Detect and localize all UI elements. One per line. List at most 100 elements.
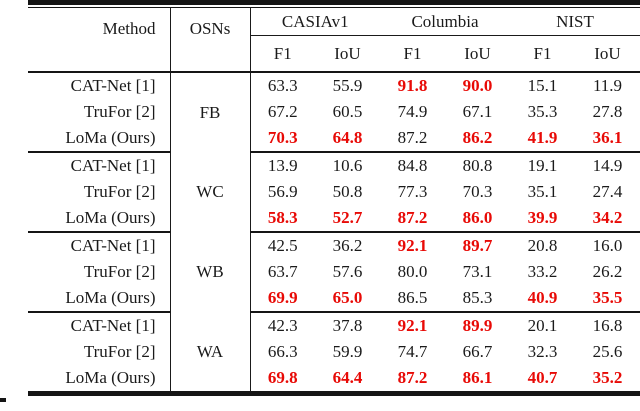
metric-value-best: 92.1 bbox=[397, 236, 428, 255]
metric-value: 35.1 bbox=[527, 182, 558, 201]
table-row: CAT-Net [1] FB 63.3 55.9 91.8 90.0 15.1 11.9 bbox=[28, 72, 640, 152]
metric-value-best: 86.2 bbox=[445, 125, 510, 153]
metric-value: 67.1 bbox=[462, 102, 493, 121]
metric-value: 63.3 bbox=[267, 76, 298, 95]
metric-value-best: 87.2 bbox=[380, 205, 445, 233]
col-header-method: Method bbox=[28, 7, 171, 73]
osn-block-wa: CAT-Net [1] WA 42.3 37.8 92.1 89.9 20.1 16.8 Tru… bbox=[28, 312, 640, 395]
col-header-iou-columbia: IoU bbox=[445, 35, 510, 73]
col-header-casiav1: CASIAv1 bbox=[250, 7, 380, 36]
metric-value-best: 52.7 bbox=[315, 205, 380, 233]
metric-value: 67.2 bbox=[267, 102, 298, 121]
method-cell: CAT-Net [1] bbox=[28, 152, 171, 179]
metric-value: 56.9 bbox=[267, 182, 298, 201]
col-header-columbia: Columbia bbox=[380, 7, 510, 36]
metric-value: 10.6 bbox=[332, 156, 363, 175]
col-header-iou-casiav1: IoU bbox=[315, 35, 380, 73]
metric-value-best: 36.1 bbox=[575, 125, 640, 153]
method-cell: TruFor [2] bbox=[28, 339, 171, 365]
metric-value: 14.9 bbox=[592, 156, 623, 175]
metric-value: 80.8 bbox=[462, 156, 493, 175]
metric-value: 59.9 bbox=[332, 342, 363, 361]
metric-value: 15.1 bbox=[527, 76, 558, 95]
osn-cell: WB bbox=[170, 232, 251, 312]
metric-value-best: 69.9 bbox=[250, 285, 315, 313]
osn-cell: WC bbox=[170, 152, 251, 232]
metric-value: 27.4 bbox=[592, 182, 623, 201]
cropped-caption-artifact bbox=[0, 398, 6, 402]
metric-value: 20.1 bbox=[527, 316, 558, 335]
col-header-f1-nist: F1 bbox=[510, 35, 575, 73]
metric-value: 74.9 bbox=[397, 102, 428, 121]
col-header-osns: OSNs bbox=[170, 7, 251, 73]
metric-value: 27.8 bbox=[592, 102, 623, 121]
method-cell: CAT-Net [1] bbox=[28, 232, 171, 259]
metric-value-best: 64.8 bbox=[315, 125, 380, 153]
metric-value-best: 35.2 bbox=[575, 365, 640, 395]
table-row: CAT-Net [1] WC 13.9 10.6 84.8 80.8 19.1 14.9 bbox=[28, 152, 640, 232]
osn-block-fb: CAT-Net [1] FB 63.3 55.9 91.8 90.0 15.1 11.9 Tru… bbox=[28, 72, 640, 153]
table-row: TruFor [2] 56.9 50.8 77.3 70.3 35.1 27.4 bbox=[28, 179, 640, 205]
metric-value: 20.8 bbox=[527, 236, 558, 255]
metric-value: 13.9 bbox=[267, 156, 298, 175]
metric-value-best: 41.9 bbox=[510, 125, 575, 153]
metric-value: 57.6 bbox=[332, 262, 363, 281]
metric-value: 11.9 bbox=[592, 76, 623, 95]
table-row: CAT-Net [1] WB 42.5 36.2 92.1 89.7 20.8 16.0 bbox=[28, 232, 640, 312]
col-header-f1-casiav1: F1 bbox=[250, 35, 315, 73]
method-cell: TruFor [2] bbox=[28, 179, 171, 205]
metric-value: 73.1 bbox=[462, 262, 493, 281]
metric-value-best: 65.0 bbox=[315, 285, 380, 313]
metric-value-best: 39.9 bbox=[510, 205, 575, 233]
osn-cell: WA bbox=[170, 312, 251, 394]
metric-value-best: 35.5 bbox=[575, 285, 640, 313]
table-row: LoMa (Ours) 58.3 52.7 87.2 86.0 39.9 34.2 bbox=[28, 205, 640, 233]
metric-value: 37.8 bbox=[332, 316, 363, 335]
metric-value: 66.3 bbox=[267, 342, 298, 361]
metric-value: 55.9 bbox=[332, 76, 363, 95]
metric-value-best: 58.3 bbox=[250, 205, 315, 233]
metric-value-best: 86.0 bbox=[445, 205, 510, 233]
metric-value: 33.2 bbox=[527, 262, 558, 281]
metric-value-best: 70.3 bbox=[250, 125, 315, 153]
metric-value-best: 91.8 bbox=[397, 76, 428, 95]
metric-value: 85.3 bbox=[445, 285, 510, 313]
metric-value-best: 87.2 bbox=[380, 365, 445, 395]
metric-value: 16.0 bbox=[592, 236, 623, 255]
method-cell: CAT-Net [1] bbox=[28, 312, 171, 339]
col-header-nist: NIST bbox=[510, 7, 640, 36]
metric-value: 16.8 bbox=[592, 316, 623, 335]
top-rule bbox=[28, 0, 640, 5]
table-row: TruFor [2] 66.3 59.9 74.7 66.7 32.3 25.6 bbox=[28, 339, 640, 365]
metric-value: 87.2 bbox=[380, 125, 445, 153]
metric-value: 66.7 bbox=[462, 342, 493, 361]
metric-value-best: 86.1 bbox=[445, 365, 510, 395]
osn-block-wb: CAT-Net [1] WB 42.5 36.2 92.1 89.7 20.8 16.0 Tru… bbox=[28, 232, 640, 313]
metric-value: 42.3 bbox=[267, 316, 298, 335]
header-row-metrics: F1 IoU F1 IoU F1 IoU bbox=[28, 35, 640, 73]
metric-value: 26.2 bbox=[592, 262, 623, 281]
method-cell: LoMa (Ours) bbox=[28, 365, 171, 395]
metric-value-best: 92.1 bbox=[397, 316, 428, 335]
metric-value: 36.2 bbox=[332, 236, 363, 255]
metric-value: 19.1 bbox=[527, 156, 558, 175]
table-row: TruFor [2] 63.7 57.6 80.0 73.1 33.2 26.2 bbox=[28, 259, 640, 285]
metric-value-best: 34.2 bbox=[575, 205, 640, 233]
metric-value-best: 40.9 bbox=[510, 285, 575, 313]
method-cell: LoMa (Ours) bbox=[28, 205, 171, 233]
method-cell: CAT-Net [1] bbox=[28, 72, 171, 99]
metric-value: 25.6 bbox=[592, 342, 623, 361]
metric-value-best: 69.8 bbox=[250, 365, 315, 395]
table-row: CAT-Net [1] WA 42.3 37.8 92.1 89.9 20.1 16.8 bbox=[28, 312, 640, 394]
col-header-iou-nist: IoU bbox=[575, 35, 640, 73]
method-cell: TruFor [2] bbox=[28, 99, 171, 125]
metric-value-best: 89.9 bbox=[462, 316, 493, 335]
metric-value-best: 40.7 bbox=[510, 365, 575, 395]
metric-value-best: 89.7 bbox=[462, 236, 493, 255]
metric-value: 50.8 bbox=[332, 182, 363, 201]
header-row-datasets: Method OSNs CASIAv1 Columbia NIST bbox=[28, 7, 640, 73]
metric-value: 70.3 bbox=[462, 182, 493, 201]
method-cell: TruFor [2] bbox=[28, 259, 171, 285]
osn-block-wc: CAT-Net [1] WC 13.9 10.6 84.8 80.8 19.1 14.9 Tru… bbox=[28, 152, 640, 233]
